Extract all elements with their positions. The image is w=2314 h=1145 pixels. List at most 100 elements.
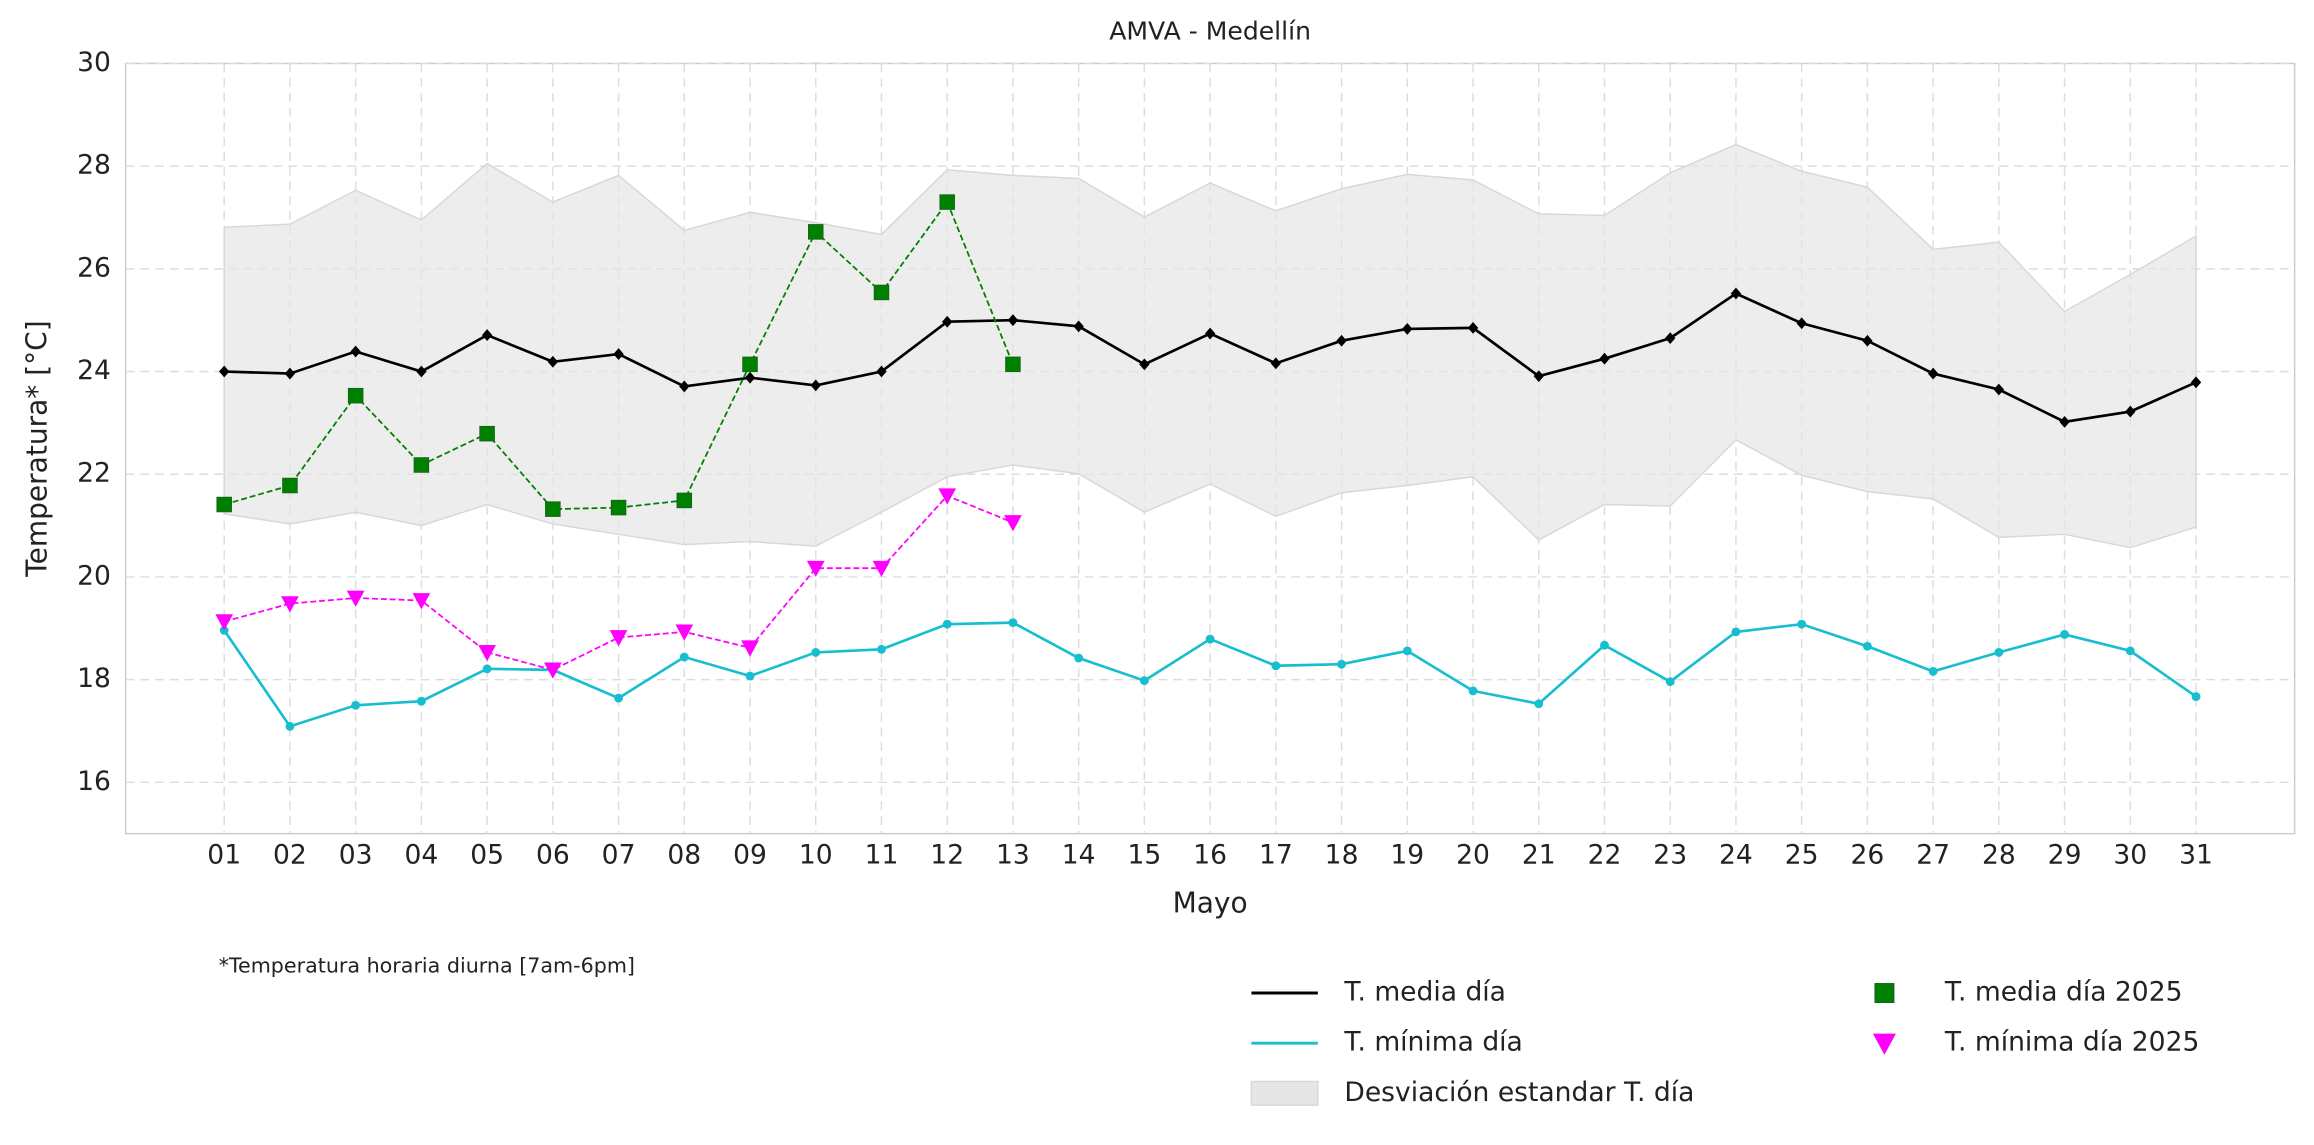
x-tick-label: 19 — [1390, 839, 1424, 870]
marker — [219, 365, 230, 378]
marker — [1730, 287, 1742, 300]
marker — [939, 194, 955, 210]
x-tick-label: 02 — [273, 839, 307, 870]
marker — [543, 662, 562, 679]
x-tick-label: 13 — [996, 839, 1030, 870]
marker — [1862, 641, 1872, 651]
marker — [1270, 357, 1282, 370]
marker — [876, 365, 887, 378]
x-tick-label: 27 — [1916, 839, 1950, 870]
std-band — [223, 143, 2197, 549]
y-tick-label: 20 — [77, 560, 111, 591]
marker — [811, 647, 821, 657]
marker — [2060, 630, 2070, 639]
marker — [808, 224, 824, 240]
x-tick-label: 08 — [667, 839, 701, 870]
legend-label: T. mínima día — [1343, 1027, 1522, 1058]
marker — [416, 365, 427, 378]
chart-title: AMVA - Medellín — [1109, 16, 1311, 45]
x-tick-label: 14 — [1062, 839, 1096, 870]
note: *Temperatura horaria diurna [7am-6pm] — [219, 953, 635, 977]
marker — [1928, 666, 1938, 676]
marker — [282, 477, 298, 494]
marker — [1665, 677, 1675, 687]
x-tick-label: 30 — [2113, 839, 2147, 870]
x-tick-label: 12 — [930, 839, 964, 870]
marker — [416, 696, 426, 706]
legend-label: Desviación estandar T. día — [1344, 1077, 1694, 1108]
marker — [810, 379, 821, 392]
marker — [1004, 515, 1022, 532]
marker — [1007, 314, 1019, 327]
x-tick-label: 22 — [1588, 839, 1622, 870]
x-tick-label: 11 — [865, 839, 899, 870]
x-tick-label: 25 — [1785, 839, 1819, 870]
marker — [2059, 415, 2070, 428]
marker — [215, 614, 234, 631]
marker — [1005, 356, 1021, 373]
x-tick-label: 07 — [602, 839, 636, 870]
marker — [351, 700, 361, 710]
marker — [1796, 317, 1807, 330]
y-tick-label: 24 — [77, 355, 111, 386]
x-tick-label: 06 — [536, 839, 570, 870]
marker — [942, 619, 952, 629]
x-tick-label: 23 — [1653, 839, 1687, 870]
x-tick-label: 26 — [1851, 839, 1885, 870]
y-tick-label: 22 — [77, 458, 111, 489]
marker — [1139, 676, 1149, 686]
marker — [412, 593, 431, 610]
y-tick-label: 30 — [77, 47, 111, 78]
marker — [614, 693, 623, 703]
marker — [216, 496, 232, 513]
marker — [609, 630, 628, 647]
legend-label: T. media día — [1343, 977, 1506, 1008]
marker — [545, 501, 561, 517]
marker — [872, 560, 891, 578]
marker — [1271, 661, 1281, 671]
marker — [877, 644, 886, 654]
marker — [1994, 647, 2004, 657]
marker — [1874, 983, 1895, 1003]
marker — [938, 488, 957, 505]
marker — [1402, 323, 1413, 335]
marker — [1534, 699, 1544, 709]
x-tick-label: 21 — [1522, 839, 1556, 870]
x-axis-label: Mayo — [1173, 886, 1248, 919]
marks — [215, 143, 2202, 731]
marker — [1402, 646, 1412, 656]
x-tick-label: 09 — [733, 839, 767, 870]
marker — [2191, 692, 2201, 701]
marker — [1862, 334, 1873, 347]
marker — [482, 664, 492, 674]
x-tick-label: 10 — [799, 839, 833, 870]
marker — [1797, 619, 1807, 629]
x-tick-label: 31 — [2179, 839, 2213, 870]
legend-swatch — [1250, 1080, 1319, 1106]
marker — [1993, 383, 2005, 396]
marker — [873, 284, 890, 301]
marker — [1074, 653, 1084, 663]
marker — [285, 721, 295, 731]
x-tick-label: 29 — [2048, 839, 2082, 870]
marker — [479, 425, 495, 442]
marker — [1073, 320, 1084, 333]
marker — [610, 499, 627, 516]
y-tick-label: 18 — [77, 663, 111, 694]
x-tick-label: 20 — [1456, 839, 1490, 870]
marker — [1872, 1033, 1896, 1055]
marker — [481, 329, 493, 341]
marker — [1204, 327, 1216, 340]
marker — [1533, 370, 1544, 383]
marker — [1468, 686, 1478, 696]
x-tick-label: 24 — [1719, 839, 1753, 870]
x-tick-label: 28 — [1982, 839, 2016, 870]
marker — [2125, 646, 2135, 656]
y-tick-label: 28 — [77, 150, 111, 181]
marker — [679, 380, 690, 393]
marker — [281, 596, 299, 613]
marker — [1205, 634, 1215, 644]
marker — [806, 560, 825, 578]
y-tick-label: 16 — [77, 766, 111, 797]
